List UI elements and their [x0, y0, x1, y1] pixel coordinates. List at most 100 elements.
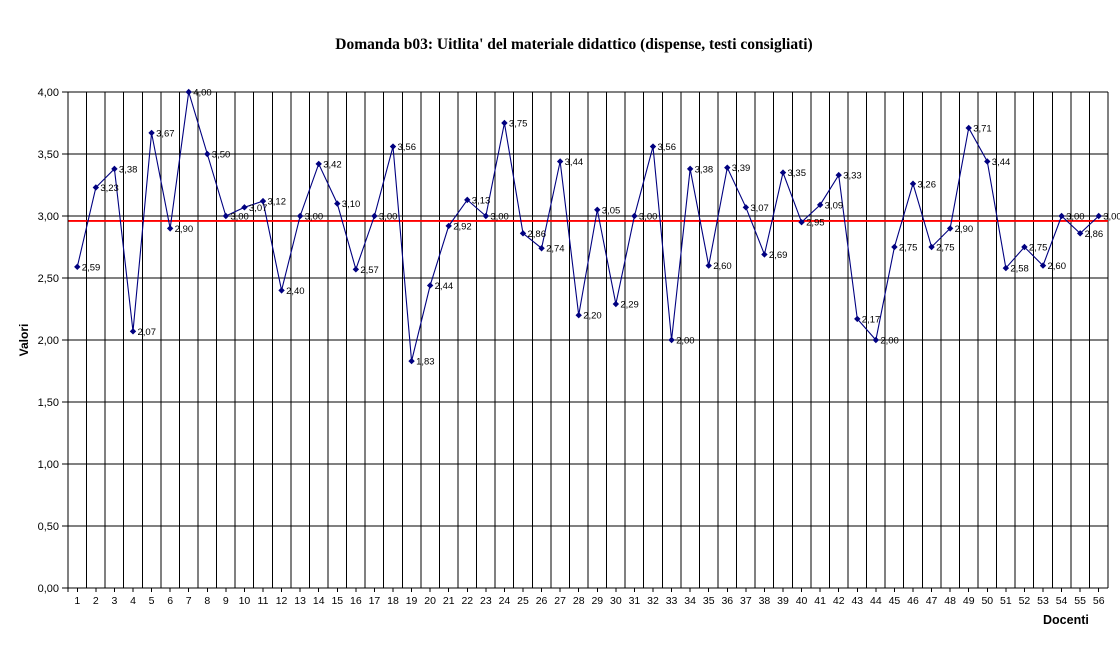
data-point-marker: [891, 243, 898, 251]
x-tick-label: 43: [851, 595, 863, 607]
data-point-marker: [166, 225, 174, 232]
data-point-marker: [482, 212, 490, 220]
x-tick-label: 6: [167, 595, 173, 607]
x-tick-label: 30: [610, 595, 622, 607]
data-point-marker: [204, 150, 211, 158]
data-point-marker: [872, 336, 880, 344]
data-point-label: 3,00: [379, 212, 398, 223]
data-point-label: 3,13: [472, 195, 491, 206]
x-tick-label: 12: [276, 595, 288, 607]
x-tick-label: 27: [554, 595, 566, 607]
data-point-label: 2,29: [620, 300, 639, 311]
data-point-marker: [426, 282, 434, 289]
x-tick-label: 33: [666, 595, 678, 607]
data-point-marker: [1039, 262, 1047, 269]
data-point-marker: [854, 315, 861, 323]
data-point-marker: [631, 212, 638, 220]
data-point-marker: [724, 164, 731, 171]
data-point-marker: [909, 180, 917, 187]
y-tick-label: 1,00: [38, 459, 59, 471]
x-tick-label: 10: [239, 595, 251, 607]
data-point-marker: [296, 212, 304, 220]
data-point-label: 2,86: [1085, 229, 1104, 240]
data-point-marker: [519, 230, 527, 237]
data-point-label: 2,57: [360, 265, 379, 276]
data-point-marker: [594, 206, 601, 213]
x-axis-title: Docenti: [1043, 613, 1089, 627]
x-tick-label: 14: [313, 595, 325, 607]
x-tick-label: 31: [629, 595, 641, 607]
data-point-label: 2,90: [175, 224, 194, 235]
x-tick-label: 23: [480, 595, 492, 607]
x-tick-label: 8: [204, 595, 210, 607]
data-point-label: 3,00: [1103, 212, 1120, 223]
y-tick-label: 0,50: [38, 521, 59, 533]
data-point-marker: [761, 251, 768, 258]
x-tick-label: 20: [424, 595, 436, 607]
data-point-label: 2,75: [1029, 243, 1048, 254]
x-tick-label: 41: [814, 595, 826, 607]
data-point-label: 3,35: [788, 168, 807, 179]
data-point-label: 3,44: [565, 157, 584, 168]
y-tick-label: 4,00: [38, 87, 59, 99]
x-tick-label: 9: [223, 595, 229, 607]
x-tick-label: 54: [1056, 595, 1068, 607]
x-tick-label: 25: [517, 595, 529, 607]
x-tick-label: 7: [186, 595, 192, 607]
data-point-marker: [668, 336, 675, 344]
data-point-marker: [352, 266, 360, 273]
data-point-marker: [74, 263, 81, 271]
data-point-label: 3,50: [212, 150, 231, 161]
data-point-label: 3,71: [973, 123, 992, 134]
data-point-label: 3,39: [732, 163, 751, 174]
data-point-label: 2,75: [936, 243, 955, 254]
x-tick-label: 3: [112, 595, 118, 607]
data-point-marker: [389, 143, 397, 150]
data-point-label: 2,90: [955, 224, 974, 235]
data-point-marker: [1095, 212, 1102, 220]
x-tick-label: 4: [130, 595, 136, 607]
x-tick-label: 44: [870, 595, 882, 607]
data-point-marker: [185, 88, 192, 96]
data-point-label: 2,40: [286, 286, 305, 297]
data-point-marker: [501, 119, 508, 127]
data-point-label: 2,74: [546, 244, 565, 255]
data-point-label: 2,00: [676, 336, 695, 347]
data-point-marker: [835, 171, 842, 179]
x-tick-label: 52: [1019, 595, 1031, 607]
x-tick-label: 37: [740, 595, 752, 607]
data-point-label: 3,00: [230, 212, 249, 223]
series-line: [76, 91, 1100, 362]
x-tick-label: 18: [387, 595, 399, 607]
data-point-label: 3,44: [992, 157, 1011, 168]
x-tick-label: 45: [889, 595, 901, 607]
data-point-label: 3,07: [249, 203, 268, 214]
data-point-marker: [705, 262, 712, 269]
data-point-label: 3,26: [918, 179, 937, 190]
data-point-marker: [798, 219, 805, 226]
x-tick-label: 34: [684, 595, 696, 607]
data-point-marker: [278, 287, 285, 294]
data-point-label: 2,92: [453, 221, 472, 232]
x-tick-label: 2: [93, 595, 99, 607]
y-tick-label: 3,50: [38, 149, 59, 161]
data-point-marker: [315, 160, 322, 168]
x-tick-label: 5: [149, 595, 155, 607]
data-point-label: 3,56: [398, 142, 417, 153]
data-point-marker: [1021, 243, 1028, 251]
x-tick-label: 15: [331, 595, 343, 607]
data-point-marker: [779, 169, 787, 176]
data-point-marker: [445, 222, 452, 230]
x-tick-label: 28: [573, 595, 585, 607]
data-point-label: 3,38: [119, 164, 138, 175]
data-point-label: 2,60: [713, 261, 732, 272]
x-tick-label: 32: [647, 595, 659, 607]
data-point-label: 2,95: [806, 218, 825, 229]
data-point-marker: [1076, 230, 1084, 237]
data-point-marker: [686, 165, 694, 173]
data-point-label: 3,00: [490, 212, 509, 223]
y-tick-label: 3,00: [38, 211, 59, 223]
x-tick-label: 13: [294, 595, 306, 607]
data-point-label: 3,75: [509, 119, 528, 130]
data-point-marker: [222, 212, 230, 220]
